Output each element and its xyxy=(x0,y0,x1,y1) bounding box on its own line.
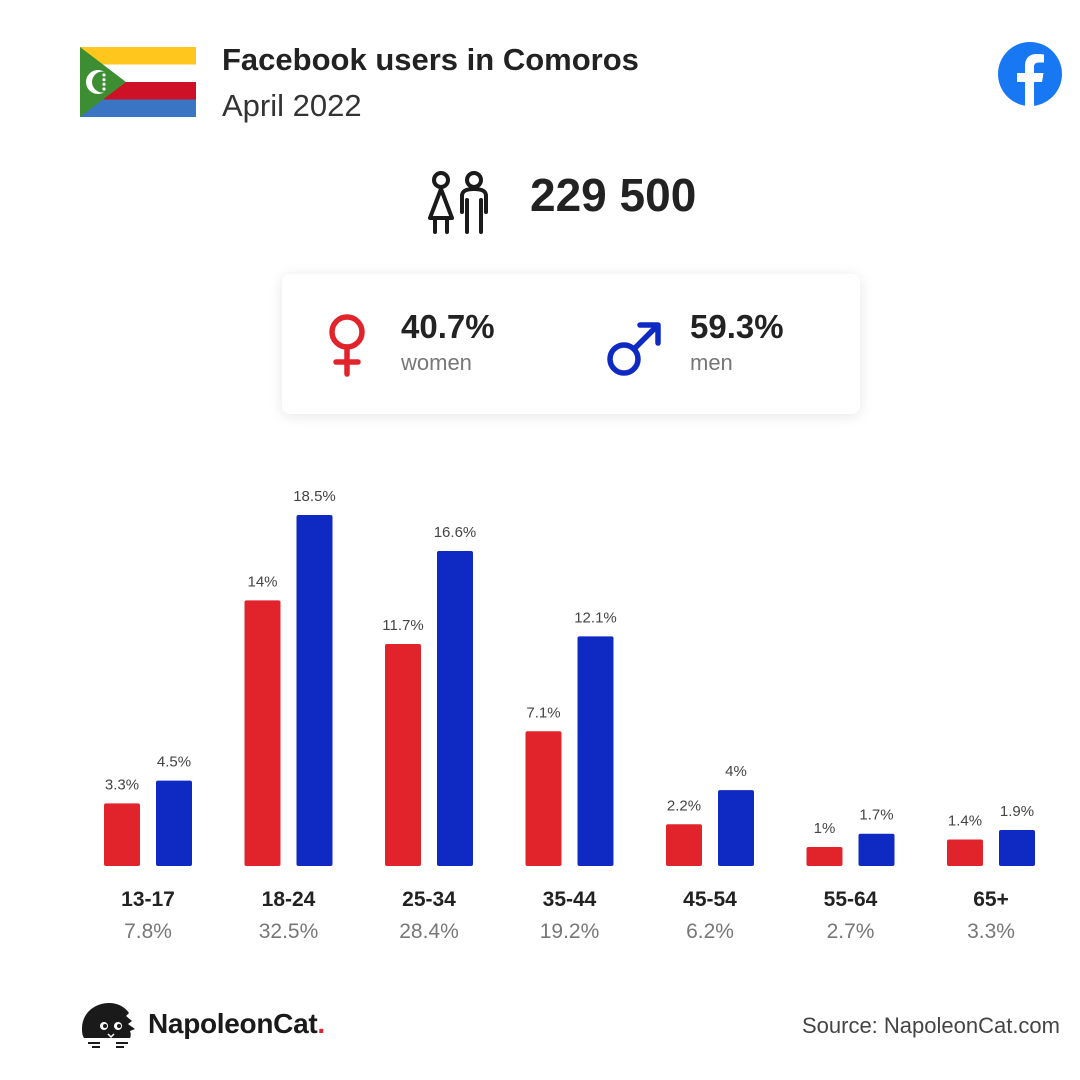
category-total-35-44: 19.2% xyxy=(540,920,600,943)
bar-men-25-34 xyxy=(437,551,473,866)
data-label-women-45-54: 2.2% xyxy=(667,797,701,814)
data-label-men-18-24: 18.5% xyxy=(293,488,336,505)
men-label: men xyxy=(690,350,733,375)
data-label-men-55-64: 1.7% xyxy=(859,807,893,824)
data-label-women-18-24: 14% xyxy=(247,573,277,590)
category-total-65+: 3.3% xyxy=(967,920,1015,943)
category-label-18-24: 18-24 xyxy=(262,888,316,911)
bar-men-55-64 xyxy=(858,833,895,866)
bar-women-65+ xyxy=(947,839,983,866)
data-label-women-65+: 1.4% xyxy=(948,812,982,829)
women-label: women xyxy=(401,350,472,375)
bar-women-18-24 xyxy=(244,600,281,866)
page-title: Facebook users in Comoros xyxy=(222,42,639,77)
bar-men-45-54 xyxy=(718,790,754,866)
category-label-13-17: 13-17 xyxy=(121,888,175,911)
bar-men-13-17 xyxy=(156,780,192,866)
men-percent: 59.3% xyxy=(690,308,784,345)
brand-name: NapoleonCat. xyxy=(148,1008,325,1039)
data-label-men-25-34: 16.6% xyxy=(434,524,477,541)
category-total-18-24: 32.5% xyxy=(259,920,319,943)
comoros-flag-icon xyxy=(80,47,196,117)
data-label-men-35-44: 12.1% xyxy=(574,609,617,626)
napoleoncat-logo-icon xyxy=(82,1003,135,1048)
facebook-icon xyxy=(998,42,1062,106)
data-label-women-35-44: 7.1% xyxy=(526,704,560,721)
data-label-women-55-64: 1% xyxy=(814,820,836,837)
category-label-35-44: 35-44 xyxy=(543,888,597,911)
category-label-45-54: 45-54 xyxy=(683,888,737,911)
age-gender-bar-chart: 3.3% 4.5% 13-17 7.8% 14% 18.5% 18-24 32.5% 11.7%… xyxy=(104,488,1035,943)
bar-men-65+ xyxy=(999,829,1035,866)
category-label-55-64: 55-64 xyxy=(824,888,878,911)
bar-women-45-54 xyxy=(666,824,702,866)
source-text: Source: NapoleonCat.com xyxy=(801,1013,1060,1038)
data-label-men-65+: 1.9% xyxy=(1000,803,1034,820)
page-subtitle: April 2022 xyxy=(222,88,362,123)
data-label-men-13-17: 4.5% xyxy=(157,754,191,771)
category-total-13-17: 7.8% xyxy=(124,920,172,943)
female-symbol-icon xyxy=(329,314,365,377)
category-label-25-34: 25-34 xyxy=(402,888,456,911)
category-label-65+: 65+ xyxy=(973,888,1009,911)
women-percent: 40.7% xyxy=(401,308,495,345)
bar-women-35-44 xyxy=(525,731,562,866)
bar-women-25-34 xyxy=(385,644,421,866)
data-label-women-13-17: 3.3% xyxy=(105,776,139,793)
gender-card: 40.7% women 59.3% men xyxy=(282,274,860,414)
category-total-45-54: 6.2% xyxy=(686,920,734,943)
bar-women-13-17 xyxy=(104,803,140,866)
users-icon xyxy=(428,171,488,234)
bar-men-35-44 xyxy=(577,636,614,866)
male-symbol-icon xyxy=(607,322,661,376)
data-label-women-25-34: 11.7% xyxy=(382,617,423,634)
category-total-55-64: 2.7% xyxy=(827,920,875,943)
bar-men-18-24 xyxy=(296,515,333,866)
data-label-men-45-54: 4% xyxy=(725,763,747,780)
category-total-25-34: 28.4% xyxy=(399,920,459,943)
total-users-value: 229 500 xyxy=(530,169,697,221)
bar-women-55-64 xyxy=(806,847,843,866)
